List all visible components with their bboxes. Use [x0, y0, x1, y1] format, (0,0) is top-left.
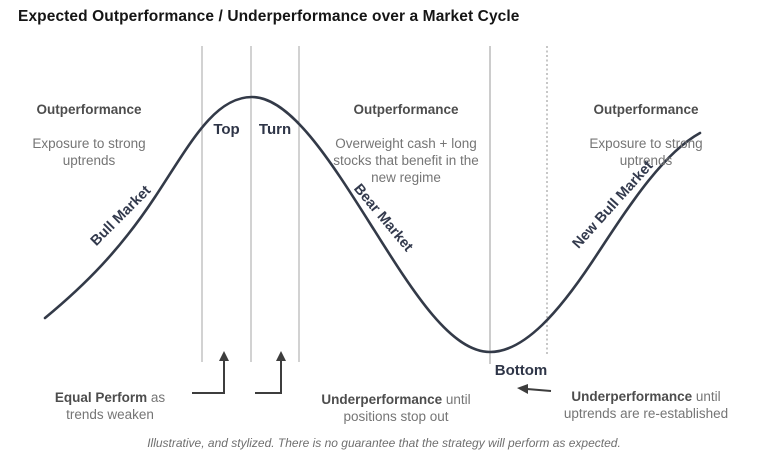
- annotation-body: Exposure to strong uptrends: [589, 136, 703, 168]
- annotation-equal-perform: Equal Perform as trends weaken: [40, 372, 180, 423]
- annotation-bold-text: Underperformance: [321, 392, 443, 407]
- market-cycle-curve: [43, 95, 702, 354]
- arrow-bottom-left: [526, 388, 552, 392]
- annotation-outperformance-new-bull: Outperformance Exposure to strong uptren…: [556, 84, 736, 186]
- arrow-stop-out-head: [276, 351, 286, 361]
- annotation-bold-text: Equal Perform: [54, 390, 148, 405]
- annotation-rest-text: until uptrends are re-established: [563, 389, 729, 421]
- arrow-equal-perform-head: [219, 351, 229, 361]
- phase-label-turn: Turn: [258, 121, 292, 138]
- phase-label-top: Top: [213, 121, 240, 138]
- annotation-rest-text: until positions stop out: [343, 392, 471, 424]
- annotation-body: Exposure to strong uptrends: [32, 136, 146, 168]
- annotation-heading: Outperformance: [36, 102, 142, 117]
- annotation-underperformance-stop-out: Underperformance until positions stop ou…: [301, 374, 491, 425]
- annotation-rest-text: as trends weaken: [66, 390, 166, 422]
- arrow-bottom-left-head: [517, 384, 528, 394]
- annotation-bold-text: Underperformance: [571, 389, 693, 404]
- footnote: Illustrative, and stylized. There is no …: [147, 436, 621, 450]
- annotation-heading: Outperformance: [593, 102, 699, 117]
- annotation-body: Overweight cash + long stocks that benef…: [333, 136, 479, 185]
- phase-label-bottom: Bottom: [494, 362, 548, 379]
- arrow-stop-out: [255, 359, 282, 394]
- arrow-equal-perform: [192, 359, 225, 394]
- annotation-outperformance-bull: Outperformance Exposure to strong uptren…: [14, 84, 164, 186]
- diagram-title: Expected Outperformance / Underperforman…: [18, 8, 520, 25]
- annotation-heading: Outperformance: [353, 102, 459, 117]
- annotation-underperformance-reestablished: Underperformance until uptrends are re-e…: [546, 371, 746, 422]
- annotation-outperformance-bear: Outperformance Overweight cash + long st…: [311, 84, 501, 203]
